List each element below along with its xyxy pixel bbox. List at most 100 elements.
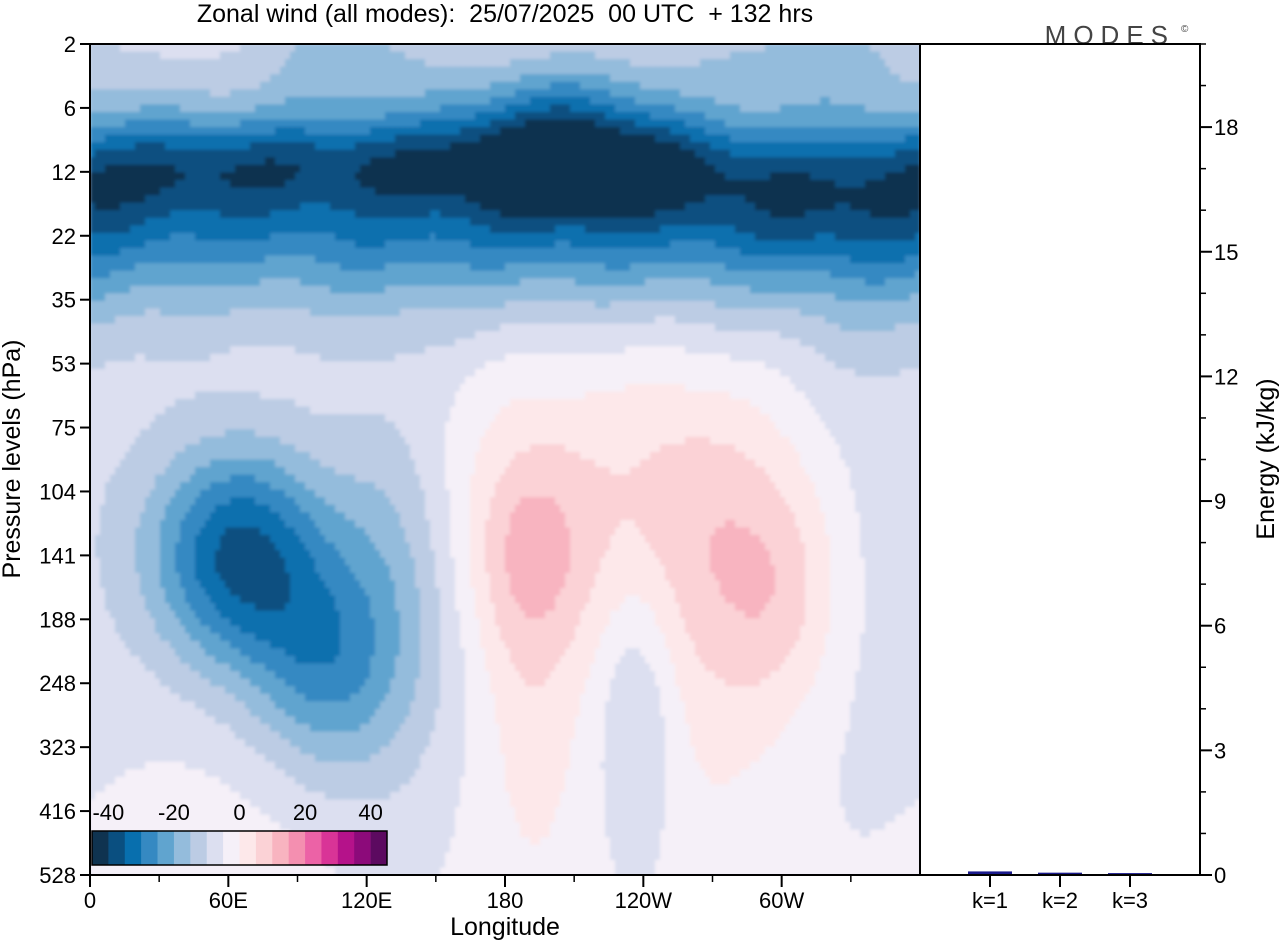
- heatmap-cell: [685, 210, 691, 219]
- heatmap-cell: [520, 119, 526, 128]
- heatmap-cell: [800, 164, 806, 174]
- heatmap-cell: [480, 217, 486, 226]
- heatmap-cell: [885, 119, 891, 128]
- heatmap-cell: [160, 179, 166, 189]
- heatmap-cell: [565, 66, 571, 75]
- heatmap-cell: [570, 263, 576, 272]
- heatmap-cell: [125, 210, 131, 219]
- heatmap-cell: [95, 134, 101, 143]
- heatmap-cell: [740, 240, 746, 249]
- heatmap-cell: [665, 164, 671, 174]
- heatmap-cell: [150, 59, 156, 68]
- heatmap-cell: [280, 172, 286, 181]
- heatmap-cell: [750, 142, 756, 151]
- heatmap-cell: [205, 142, 211, 151]
- heatmap-cell: [230, 202, 236, 211]
- heatmap-cell: [775, 195, 781, 204]
- heatmap-cell: [115, 89, 121, 98]
- heatmap-cell: [310, 74, 316, 83]
- heatmap-cell: [875, 111, 881, 121]
- heatmap-cell: [165, 225, 171, 234]
- heatmap-cell: [685, 134, 691, 143]
- heatmap-cell: [605, 89, 611, 98]
- heatmap-cell: [645, 217, 651, 226]
- heatmap-cell: [825, 179, 831, 189]
- heatmap-cell: [705, 81, 711, 90]
- heatmap-cell: [895, 172, 901, 181]
- heatmap-cell: [205, 225, 211, 234]
- heatmap-cell: [615, 44, 621, 53]
- heatmap-cell: [155, 255, 161, 264]
- heatmap-cell: [915, 104, 920, 113]
- heatmap-cell: [810, 149, 816, 158]
- heatmap-cell: [800, 172, 806, 181]
- heatmap-cell: [690, 89, 696, 98]
- heatmap-cell: [550, 195, 556, 204]
- heatmap-cell: [480, 134, 486, 143]
- heatmap-cell: [95, 89, 101, 98]
- heatmap-cell: [335, 255, 341, 264]
- heatmap-cell: [390, 172, 396, 181]
- heatmap-cell: [210, 255, 216, 264]
- heatmap-cell: [825, 89, 831, 98]
- heatmap-cell: [310, 202, 316, 211]
- heatmap-cell: [445, 81, 451, 90]
- heatmap-cell: [870, 96, 876, 106]
- heatmap-cell: [165, 157, 171, 166]
- heatmap-cell: [470, 187, 476, 196]
- heatmap-cell: [555, 202, 561, 211]
- heatmap-cell: [175, 89, 181, 98]
- heatmap-cell: [525, 74, 531, 83]
- heatmap-cell: [800, 81, 806, 90]
- heatmap-cell: [495, 74, 501, 83]
- heatmap-cell: [375, 134, 381, 143]
- heatmap-cell: [570, 240, 576, 249]
- heatmap-cell: [885, 247, 891, 257]
- heatmap-cell: [775, 149, 781, 158]
- heatmap-cell: [665, 232, 671, 242]
- heatmap-cell: [570, 210, 576, 219]
- heatmap-cell: [830, 51, 836, 60]
- heatmap-cell: [220, 111, 226, 121]
- heatmap-cell: [265, 74, 271, 83]
- heatmap-cell: [445, 104, 451, 113]
- heatmap-cell: [435, 134, 441, 143]
- heatmap-cell: [520, 127, 526, 136]
- heatmap-cell: [700, 119, 706, 128]
- heatmap-cell: [255, 179, 261, 189]
- heatmap-cell: [635, 66, 641, 75]
- heatmap-cell: [295, 134, 301, 143]
- heatmap-cell: [365, 164, 371, 174]
- heatmap-cell: [695, 179, 701, 189]
- heatmap-cell: [350, 44, 356, 53]
- heatmap-cell: [200, 81, 206, 90]
- heatmap-cell: [190, 172, 196, 181]
- heatmap-cell: [695, 66, 701, 75]
- heatmap-cell: [555, 96, 561, 106]
- heatmap-cell: [635, 44, 641, 53]
- heatmap-cell: [860, 225, 866, 234]
- heatmap-cell: [865, 232, 871, 242]
- heatmap-cell: [850, 195, 856, 204]
- heatmap-cell: [805, 74, 811, 83]
- heatmap-cell: [175, 172, 181, 181]
- heatmap-cell: [535, 89, 541, 98]
- heatmap-cell: [230, 74, 236, 83]
- heatmap-cell: [115, 179, 121, 189]
- heatmap-cell: [845, 149, 851, 158]
- heatmap-cell: [210, 210, 216, 219]
- heatmap-cell: [100, 149, 106, 158]
- heatmap-cell: [475, 202, 481, 211]
- heatmap-cell: [410, 202, 416, 211]
- heatmap-cell: [760, 232, 766, 242]
- heatmap-cell: [250, 111, 256, 121]
- heatmap-cell: [805, 172, 811, 181]
- heatmap-cell: [840, 247, 846, 257]
- heatmap-cell: [375, 81, 381, 90]
- heatmap-cell: [215, 210, 221, 219]
- heatmap-cell: [425, 157, 431, 166]
- heatmap-cell: [885, 111, 891, 121]
- heatmap-cell: [220, 240, 226, 249]
- heatmap-cell: [215, 127, 221, 136]
- heatmap-cell: [125, 195, 131, 204]
